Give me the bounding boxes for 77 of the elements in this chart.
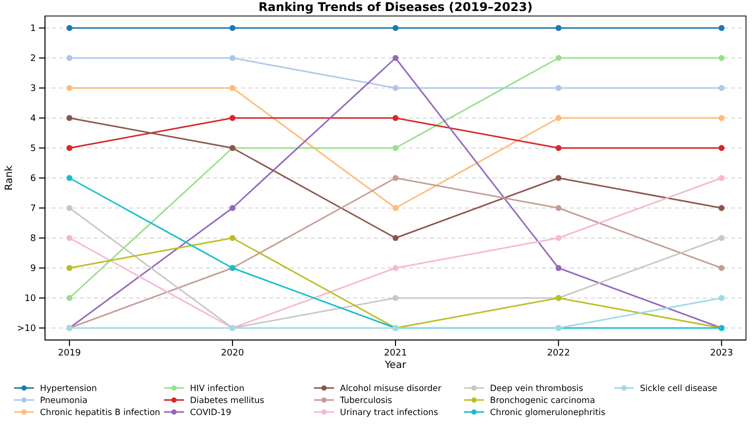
y-tick-label: 3 [30,84,36,94]
point [392,265,398,271]
point [556,145,562,151]
point [718,145,725,151]
y-tick-label: 10 [24,294,36,304]
point [718,205,725,211]
point [718,85,725,91]
legend-label: Pneumonia [40,396,88,406]
legend-label: Sickle cell disease [640,384,718,394]
point [556,115,562,121]
point [718,25,725,31]
x-tick-label: 2020 [221,348,244,358]
y-tick-label: 1 [30,24,36,34]
point [229,25,236,31]
point [556,265,562,271]
point [392,205,398,211]
point [392,175,398,181]
point [66,265,72,271]
point [718,115,725,121]
point [66,85,72,91]
legend-label: Tuberculosis [339,396,393,406]
point [66,145,72,151]
point [556,85,562,91]
x-tick-label: 2021 [384,348,407,358]
point [718,175,725,181]
legend-label: COVID-19 [190,408,232,418]
x-tick-label: 2023 [710,348,733,358]
legend-label: Diabetes mellitus [190,396,265,406]
point [392,25,398,31]
point [66,55,72,61]
legend-label: HIV infection [190,384,244,394]
y-tick-label: 6 [30,174,36,184]
point [392,235,398,241]
point [556,205,562,211]
legend-label: Bronchogenic carcinoma [490,396,596,406]
point [229,85,236,91]
point [556,175,562,181]
y-axis-title: Rank [4,165,15,190]
point [66,205,72,211]
x-tick-label: 2019 [58,348,82,358]
point [392,145,398,151]
legend-label: Chronic glomerulonephritis [490,408,606,418]
point [718,55,725,61]
point [66,175,72,181]
legend-label: Alcohol misuse disorder [340,384,442,394]
chart-title: Ranking Trends of Diseases (2019–2023) [258,0,533,14]
y-tick-label: 7 [30,204,36,214]
y-tick-label: 4 [30,114,36,124]
point [66,295,72,301]
legend-label: Deep vein thrombosis [490,384,584,394]
point [718,265,725,271]
point [66,235,72,241]
point [556,55,562,61]
point [392,295,398,301]
x-tick-label: 2022 [547,348,570,358]
y-tick-label: 5 [30,144,36,154]
point [66,115,72,121]
point [229,235,236,241]
point [556,25,562,31]
y-tick-label: 9 [30,264,36,274]
point [66,25,72,31]
point [229,205,236,211]
legend-label: Hypertension [40,384,97,394]
y-tick-label: 8 [30,234,36,244]
point [718,295,725,301]
point [229,55,236,61]
legend-label: Chronic hepatitis B infection [40,408,160,418]
y-tick-label: 2 [30,54,36,64]
y-tick-label: >10 [17,324,36,334]
x-axis-title: Year [384,360,407,371]
legend-label: Urinary tract infections [340,408,439,418]
point [556,235,562,241]
point [718,235,725,241]
point [392,55,398,61]
point [392,85,398,91]
point [229,115,236,121]
point [392,115,398,121]
